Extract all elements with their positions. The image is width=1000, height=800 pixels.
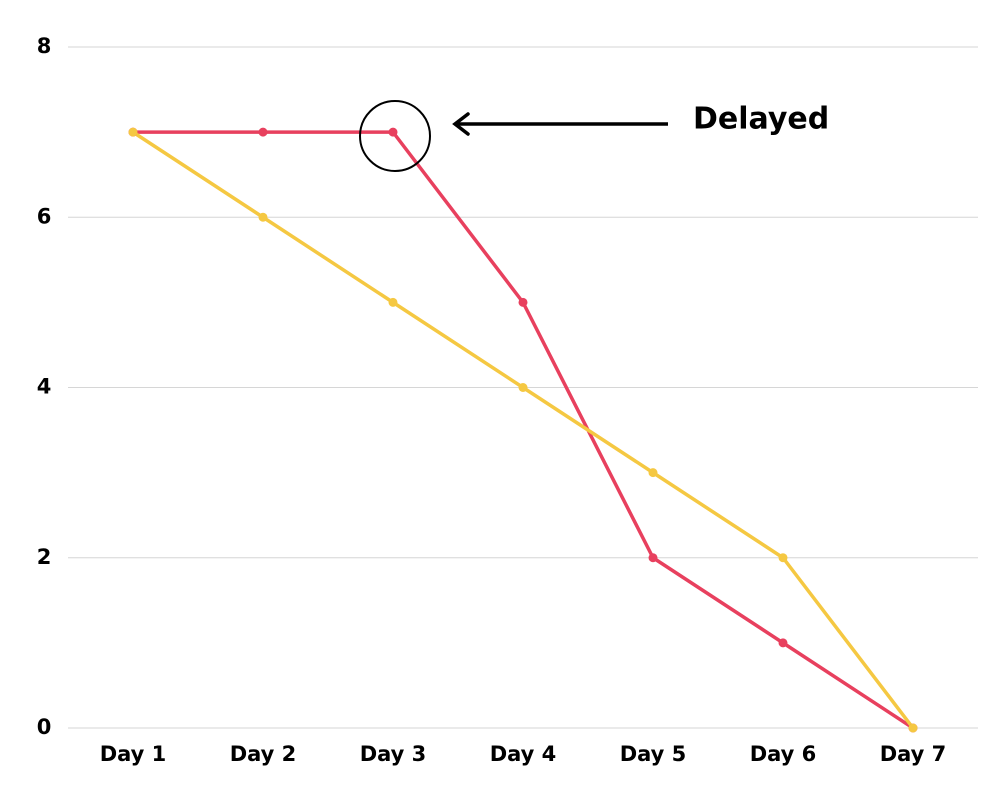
x-tick-label: Day 1: [100, 742, 167, 766]
x-tick-label: Day 6: [750, 742, 817, 766]
y-tick-label: 6: [37, 204, 52, 228]
data-point: [518, 297, 528, 307]
x-tick-label: Day 3: [360, 742, 427, 766]
data-point: [908, 723, 918, 733]
data-point: [388, 127, 398, 137]
data-point: [258, 127, 268, 137]
y-tick-label: 4: [37, 375, 52, 399]
data-point: [258, 212, 268, 222]
y-tick-label: 8: [37, 34, 52, 58]
y-tick-label: 0: [37, 715, 52, 739]
data-point: [778, 553, 788, 563]
data-point: [128, 127, 138, 137]
series-line: [133, 130, 914, 730]
x-tick-label: Day 4: [490, 742, 557, 766]
x-tick-label: Day 2: [230, 742, 297, 766]
arrow-head: [452, 112, 470, 136]
data-point: [388, 297, 398, 307]
lines: [128, 127, 918, 733]
data-point: [778, 638, 788, 648]
data-point: [648, 553, 658, 563]
x-tick-label: Day 7: [880, 742, 947, 766]
series-line: [132, 130, 915, 730]
data-point: [648, 468, 658, 478]
y-tick-label: 2: [37, 545, 52, 569]
data-point: [518, 383, 528, 392]
highlight-circle: [359, 100, 431, 172]
x-tick-label: Day 5: [620, 742, 687, 766]
annotation: Delayed: [693, 102, 829, 137]
